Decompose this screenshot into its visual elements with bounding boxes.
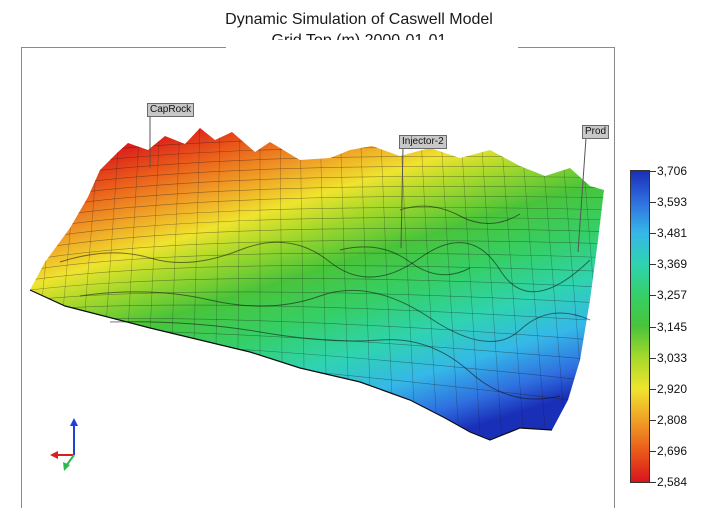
- axis-triad[interactable]: [50, 418, 78, 471]
- legend-label: 3,257: [657, 288, 688, 302]
- legend-tick: [650, 171, 656, 172]
- surface-fill: [30, 128, 604, 440]
- surface-front-edge: [29, 289, 553, 441]
- legend-tick: [650, 264, 656, 265]
- legend-label: 2,808: [657, 413, 688, 427]
- legend-tick: [650, 358, 656, 359]
- color-legend: [630, 170, 650, 483]
- axis-horizontal-arrow: [50, 451, 58, 459]
- legend-tick: [650, 482, 656, 483]
- legend-label: 3,706: [657, 164, 688, 178]
- legend-label: 3,145: [657, 320, 688, 334]
- well-label-injector-2[interactable]: Injector-2: [399, 135, 447, 149]
- legend-label: 3,481: [657, 226, 688, 240]
- legend-label: 2,920: [657, 382, 688, 396]
- well-pin-prod: [577, 137, 587, 253]
- legend-tick: [650, 327, 656, 328]
- well-label-prod[interactable]: Prod: [582, 125, 610, 139]
- legend-tick: [650, 420, 656, 421]
- legend-tick: [650, 389, 656, 390]
- legend-tick: [650, 451, 656, 452]
- legend-tick: [650, 202, 656, 203]
- legend-gradient: [631, 171, 649, 482]
- legend-tick: [650, 295, 656, 296]
- terrain-ridges: [59, 205, 591, 400]
- well-label-caprock[interactable]: CapRock: [147, 103, 195, 117]
- well-pin-injector: [400, 146, 404, 249]
- legend-label: 2,696: [657, 444, 688, 458]
- legend-label: 3,593: [657, 195, 688, 209]
- legend-label: 3,033: [657, 351, 688, 365]
- frame-title-gap: [226, 40, 518, 54]
- chart-title: Dynamic Simulation of Caswell Model: [225, 11, 493, 28]
- axis-depth-arrow: [63, 462, 70, 471]
- legend-tick: [650, 233, 656, 234]
- axis-vertical-arrow: [70, 418, 78, 426]
- legend-label: 3,369: [657, 257, 688, 271]
- legend-label: 2,584: [657, 475, 688, 489]
